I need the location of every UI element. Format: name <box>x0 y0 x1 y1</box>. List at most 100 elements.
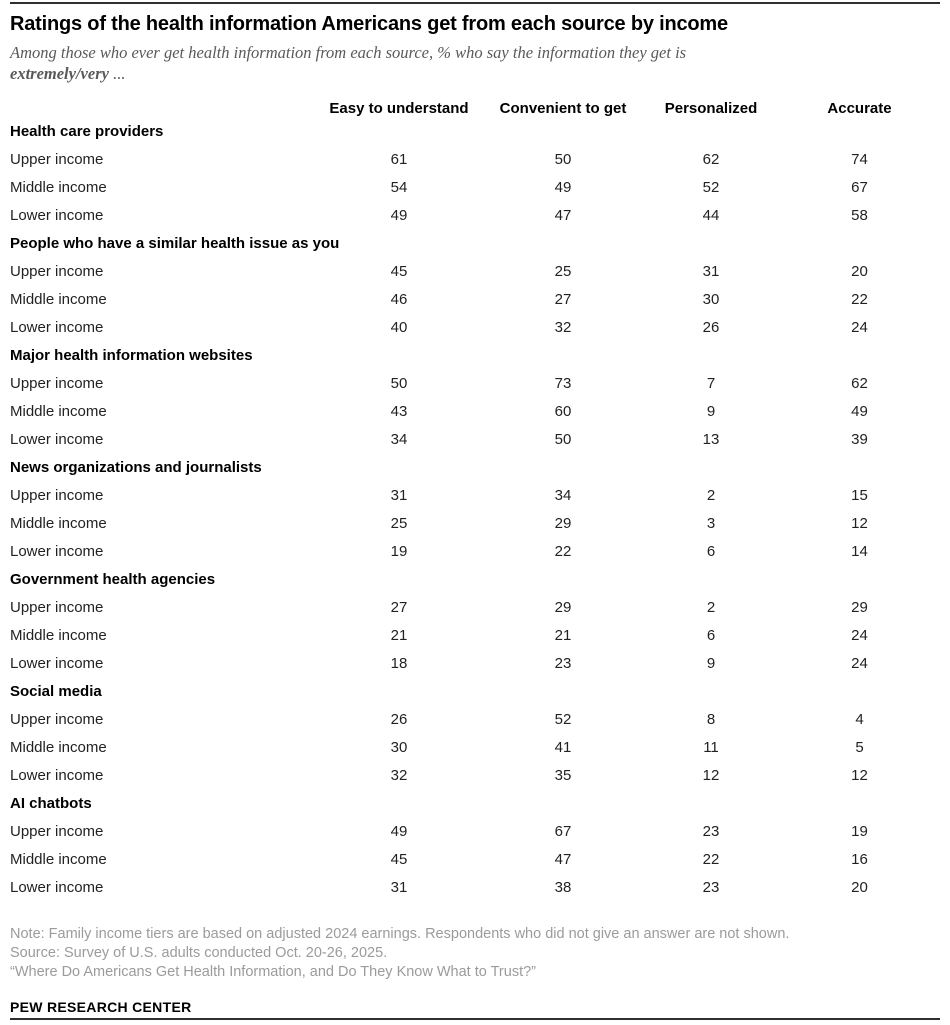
value-cell: 25 <box>554 262 572 280</box>
data-row: Lower income 34 50 13 39 <box>10 425 940 453</box>
value-cell: 2 <box>706 598 716 616</box>
value-cell: 44 <box>702 206 720 224</box>
data-row: Middle income 54 49 52 67 <box>10 173 940 201</box>
row-label: Middle income <box>10 402 107 420</box>
value-cell: 27 <box>554 290 572 308</box>
value-cell: 2 <box>706 486 716 504</box>
value-cell: 67 <box>851 178 868 196</box>
footnotes: Note: Family income tiers are based on a… <box>10 925 940 982</box>
row-label: Upper income <box>10 374 104 392</box>
data-row: Middle income 25 29 3 12 <box>10 509 940 537</box>
value-cell: 26 <box>390 710 408 728</box>
value-cell: 49 <box>851 402 868 420</box>
data-row: Middle income 21 21 6 24 <box>10 621 940 649</box>
data-row: Lower income 31 38 23 20 <box>10 873 940 901</box>
value-cell: 20 <box>851 878 868 896</box>
brand-row: PEW RESEARCH CENTER <box>10 999 940 1015</box>
row-label: Upper income <box>10 822 104 840</box>
value-cell: 32 <box>554 318 572 336</box>
row-label: Lower income <box>10 542 104 560</box>
subtitle-line1: Among those who ever get health informat… <box>10 43 687 62</box>
value-cell: 52 <box>554 710 572 728</box>
section-header-label: Social media <box>10 682 102 700</box>
row-label: Lower income <box>10 318 104 336</box>
value-cell: 50 <box>554 150 572 168</box>
data-row: Upper income 27 29 2 29 <box>10 593 940 621</box>
value-cell: 73 <box>554 374 572 392</box>
data-row: Lower income 49 47 44 58 <box>10 201 940 229</box>
value-cell: 6 <box>706 626 716 644</box>
value-cell: 43 <box>390 402 408 420</box>
value-cell: 23 <box>702 822 720 840</box>
column-header-row: Easy to understand Convenient to get Per… <box>10 93 940 117</box>
value-cell: 29 <box>851 598 868 616</box>
row-label: Upper income <box>10 486 104 504</box>
value-cell: 18 <box>390 654 408 672</box>
note-line: Note: Family income tiers are based on a… <box>10 926 790 942</box>
value-cell: 19 <box>851 822 868 840</box>
section-header-row: Major health information websites <box>10 341 940 369</box>
bottom-divider <box>10 1018 940 1020</box>
value-cell: 62 <box>851 374 868 392</box>
ratings-table: Easy to understand Convenient to get Per… <box>10 93 940 901</box>
data-row: Upper income 26 52 8 4 <box>10 705 940 733</box>
value-cell: 31 <box>390 878 408 896</box>
value-cell: 22 <box>554 542 572 560</box>
section-header-label: People who have a similar health issue a… <box>10 234 340 252</box>
data-row: Lower income 18 23 9 24 <box>10 649 940 677</box>
row-label: Middle income <box>10 178 107 196</box>
subtitle-bold-phrase: extremely/very <box>10 64 109 83</box>
value-cell: 8 <box>706 710 716 728</box>
value-cell: 23 <box>554 654 572 672</box>
row-label-column-header <box>10 93 315 117</box>
row-label: Lower income <box>10 206 104 224</box>
value-cell: 24 <box>851 654 868 672</box>
column-header-personalized: Personalized <box>664 100 758 117</box>
row-label: Upper income <box>10 262 104 280</box>
value-cell: 29 <box>554 598 572 616</box>
value-cell: 38 <box>554 878 572 896</box>
data-row: Middle income 30 41 11 5 <box>10 733 940 761</box>
row-label: Middle income <box>10 738 107 756</box>
value-cell: 3 <box>706 514 716 532</box>
value-cell: 4 <box>855 710 864 728</box>
value-cell: 47 <box>554 850 572 868</box>
value-cell: 24 <box>851 626 868 644</box>
value-cell: 23 <box>702 878 720 896</box>
section-header-label: Government health agencies <box>10 570 216 588</box>
value-cell: 49 <box>554 178 572 196</box>
row-label: Middle income <box>10 290 107 308</box>
value-cell: 22 <box>702 850 720 868</box>
value-cell: 24 <box>851 318 868 336</box>
row-label: Lower income <box>10 878 104 896</box>
row-label: Upper income <box>10 710 104 728</box>
value-cell: 14 <box>851 542 868 560</box>
value-cell: 26 <box>702 318 720 336</box>
subtitle: Among those who ever get health informat… <box>10 42 940 84</box>
row-label: Middle income <box>10 850 107 868</box>
row-label: Upper income <box>10 598 104 616</box>
value-cell: 30 <box>702 290 720 308</box>
value-cell: 22 <box>851 290 868 308</box>
data-row: Lower income 40 32 26 24 <box>10 313 940 341</box>
data-row: Middle income 46 27 30 22 <box>10 285 940 313</box>
section-header-row: News organizations and journalists <box>10 453 940 481</box>
value-cell: 67 <box>554 822 572 840</box>
data-row: Upper income 50 73 7 62 <box>10 369 940 397</box>
source-line: Source: Survey of U.S. adults conducted … <box>10 945 388 961</box>
value-cell: 20 <box>851 262 868 280</box>
value-cell: 46 <box>390 290 408 308</box>
data-row: Upper income 49 67 23 19 <box>10 817 940 845</box>
value-cell: 45 <box>390 850 408 868</box>
value-cell: 52 <box>702 178 720 196</box>
value-cell: 5 <box>855 738 864 756</box>
row-label: Middle income <box>10 626 107 644</box>
value-cell: 50 <box>390 374 408 392</box>
row-label: Lower income <box>10 654 104 672</box>
value-cell: 31 <box>702 262 720 280</box>
column-header-convenient-to-get: Convenient to get <box>499 100 627 117</box>
value-cell: 34 <box>554 486 572 504</box>
value-cell: 74 <box>851 150 868 168</box>
value-cell: 34 <box>390 430 408 448</box>
page-title: Ratings of the health information Americ… <box>10 13 728 35</box>
